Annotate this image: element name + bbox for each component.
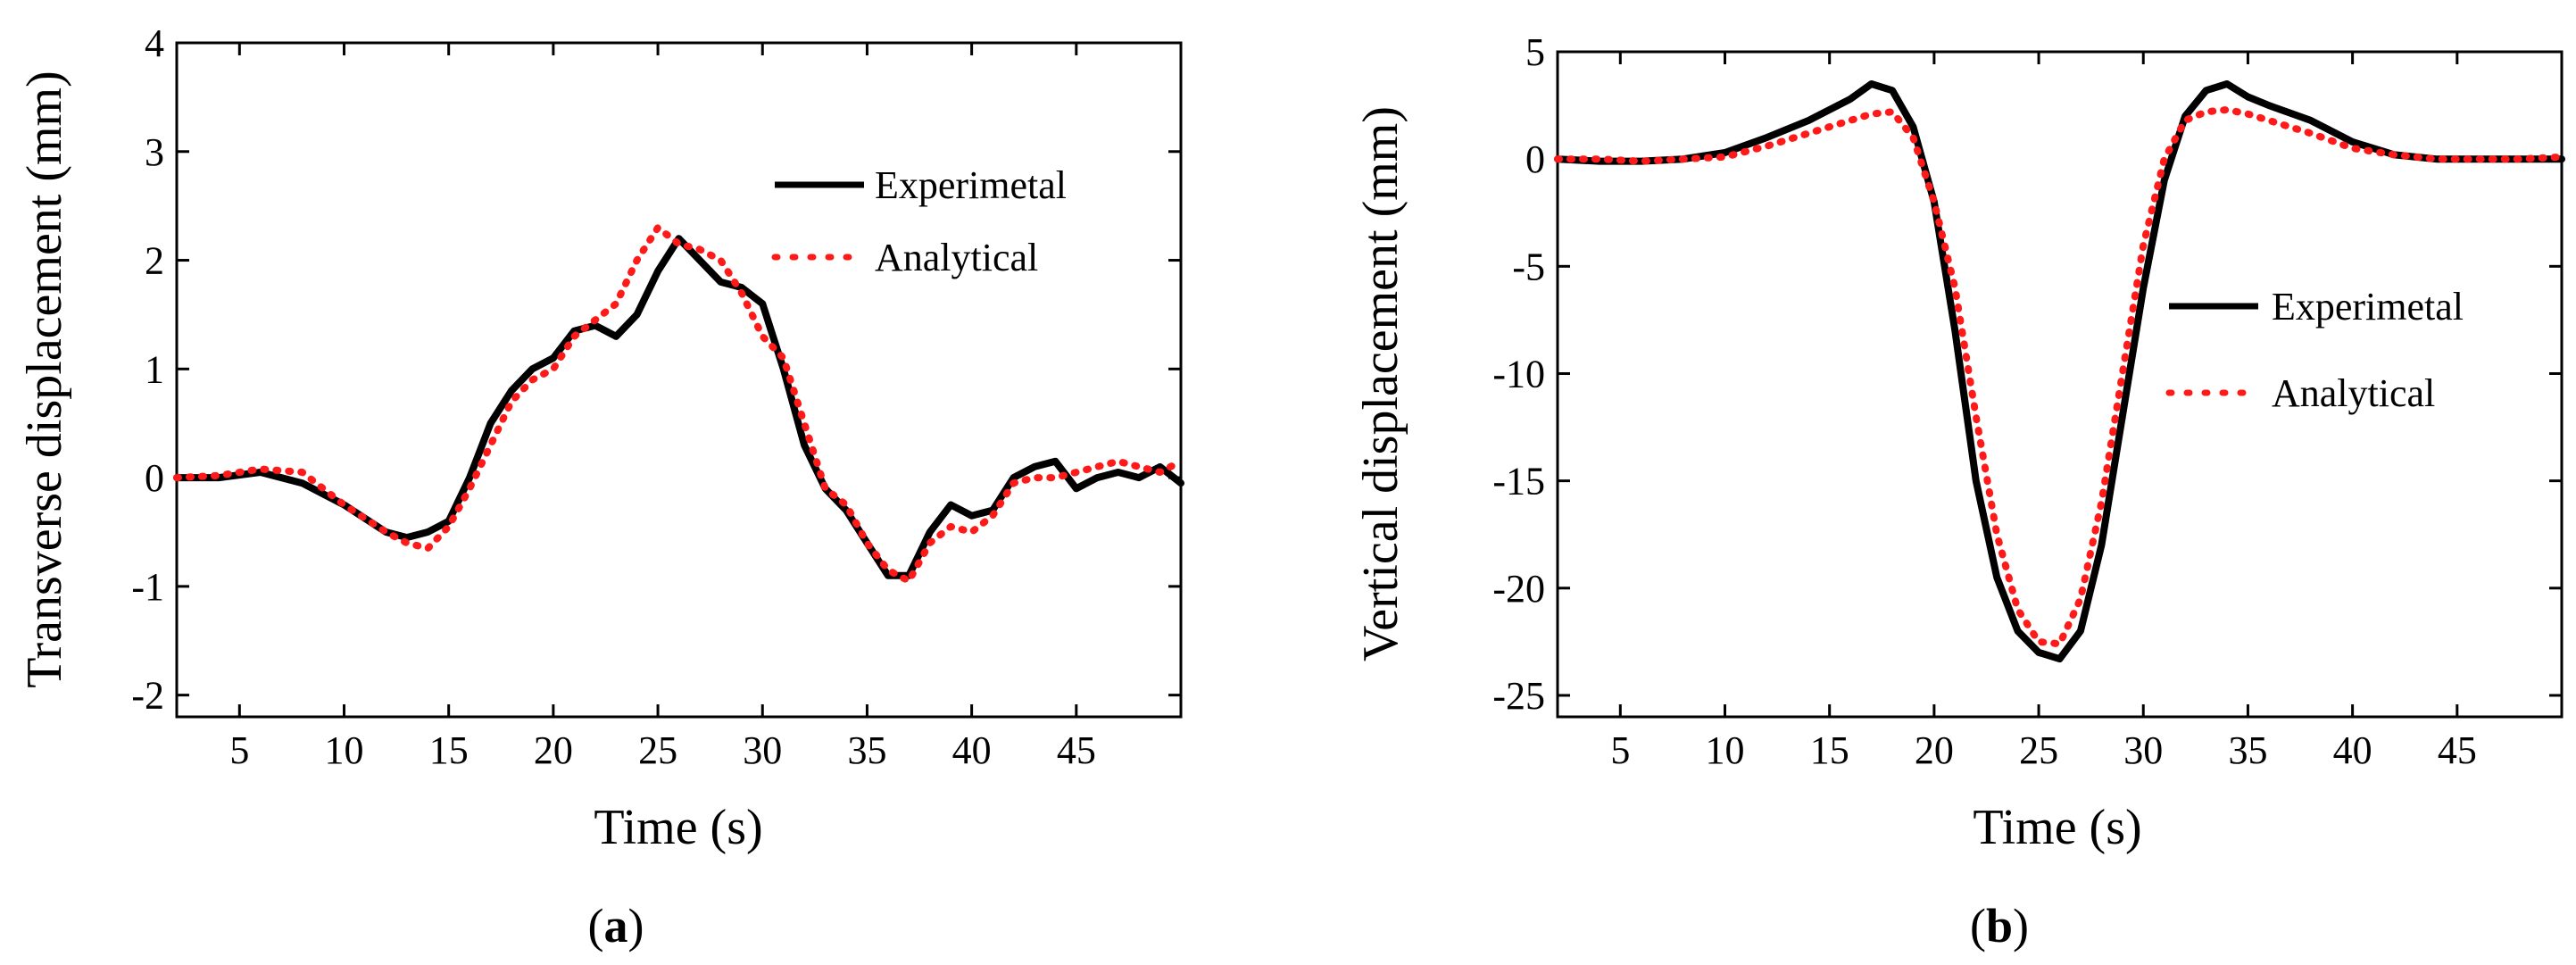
- y-axis-label-b: Vertical displacement (mm): [1353, 106, 1408, 661]
- x-tick-label: 20: [534, 728, 573, 772]
- legend-label-experimental-b: Experimetal: [2272, 285, 2464, 329]
- x-tick-label: 10: [325, 728, 364, 772]
- y-tick-label: -2: [131, 674, 164, 718]
- y-tick-label: -1: [131, 565, 164, 609]
- caption-b: (b): [1970, 899, 2029, 953]
- x-tick-label: 20: [1915, 728, 1954, 772]
- y-tick-label: 5: [1525, 30, 1545, 74]
- x-tick-label: 5: [229, 728, 249, 772]
- x-tick-label: 15: [429, 728, 469, 772]
- legend-label-analytical-b: Analytical: [2272, 371, 2435, 415]
- legend-label-experimental-a: Experimetal: [875, 163, 1067, 207]
- x-tick-label: 45: [2438, 728, 2477, 772]
- series-line-experimetal-a: [173, 235, 1184, 579]
- plot-frame-a: [175, 41, 1183, 719]
- plot-frame-b: [1556, 50, 2564, 719]
- x-tick-label: 45: [1057, 728, 1096, 772]
- series-lines-b: [1554, 80, 2565, 663]
- y-tick-label: 1: [145, 347, 164, 391]
- x-tick-label: 5: [1610, 728, 1630, 772]
- x-axis-label-a: Time (s): [594, 800, 762, 855]
- y-tick-label: 3: [145, 130, 164, 174]
- y-tick-label: -10: [1492, 352, 1545, 395]
- y-axis-label-a: Transverse displacement (mm): [17, 71, 72, 688]
- series-line-analytical-a: [173, 224, 1184, 585]
- panel-b: 5 10 15 20 25 30 35 40 45 -25 -20 -15 -10 -5 0 5 Time (…: [1353, 30, 2565, 953]
- y-tick-label: -20: [1492, 567, 1545, 611]
- legend-a: Experimetal Analytical: [771, 163, 1067, 279]
- y-tick-label: 0: [1525, 137, 1545, 181]
- x-tick-label: 25: [2019, 728, 2058, 772]
- x-tick-label: 40: [2333, 728, 2372, 772]
- legend-label-analytical-a: Analytical: [875, 236, 1038, 279]
- y-tick-label: -15: [1492, 460, 1545, 503]
- x-tick-label: 15: [1810, 728, 1849, 772]
- x-tick-label: 35: [2228, 728, 2267, 772]
- y-tick-label: 2: [145, 239, 164, 283]
- series-line-analytical-b: [1554, 105, 2565, 648]
- legend-b: Experimetal Analytical: [2165, 285, 2464, 415]
- x-tick-label: 30: [2123, 728, 2163, 772]
- x-tick-label: 25: [638, 728, 677, 772]
- axis-ticks-a: 5 10 15 20 25 30 35 40 45 -2 -1 0 1 2 3 4: [131, 21, 1181, 772]
- x-tick-label: 35: [847, 728, 886, 772]
- x-tick-label: 30: [743, 728, 782, 772]
- x-axis-label-b: Time (s): [1973, 800, 2141, 855]
- y-tick-label: 0: [145, 456, 164, 500]
- y-tick-label: -25: [1492, 674, 1545, 718]
- series-lines-a: [173, 224, 1184, 585]
- y-tick-label: 4: [145, 21, 164, 65]
- x-tick-label: 40: [952, 728, 992, 772]
- x-tick-label: 10: [1706, 728, 1745, 772]
- axis-ticks-b: 5 10 15 20 25 30 35 40 45 -25 -20 -15 -10 -5 0 5: [1492, 30, 2562, 772]
- y-tick-label: -5: [1512, 245, 1545, 288]
- series-line-experimetal-b: [1554, 80, 2565, 663]
- panel-a: 5 10 15 20 25 30 35 40 45 -2 -1 0 1 2 3 4 Time (s) Tran…: [17, 21, 1184, 953]
- caption-a: (a): [588, 899, 644, 953]
